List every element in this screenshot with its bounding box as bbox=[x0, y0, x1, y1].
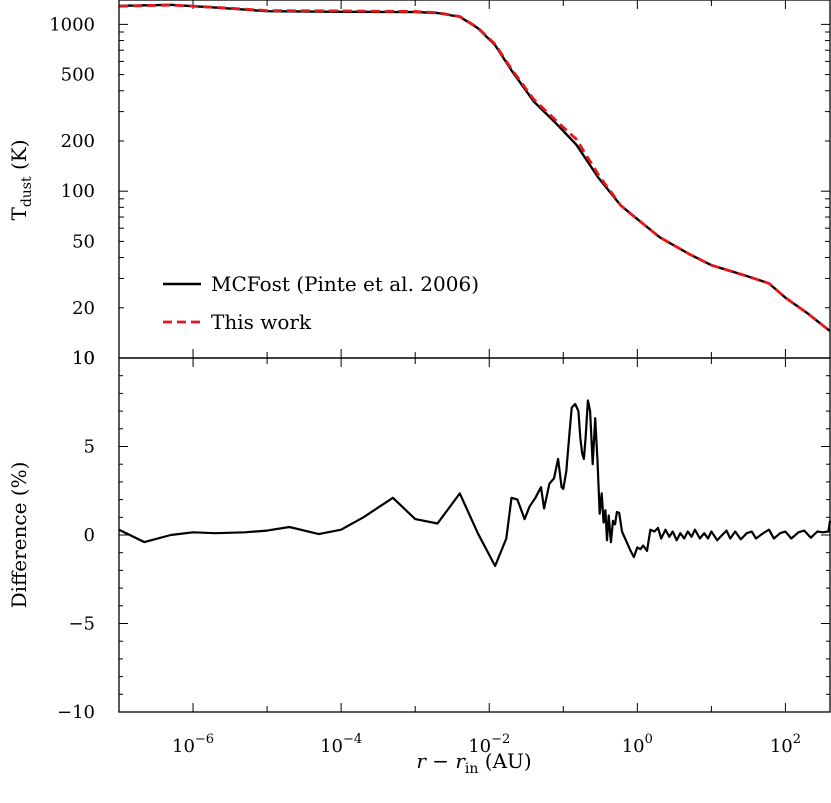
bottom-y-tick-label: 10 bbox=[72, 348, 95, 369]
top-y-tick-label: 100 bbox=[61, 181, 95, 202]
bottom-y-axis-title: Difference (%) bbox=[7, 462, 31, 609]
x-tick-label: 100 bbox=[622, 732, 653, 757]
x-axis-title-main: r − r bbox=[416, 749, 466, 773]
x-tick-label-base: 10 bbox=[622, 736, 645, 757]
top-y-tick-label: 50 bbox=[72, 231, 95, 252]
legend-label-this-work: This work bbox=[211, 310, 312, 334]
top-y-tick-label: 1000 bbox=[49, 14, 95, 35]
top-ticks bbox=[118, 0, 830, 359]
x-tick-label-exponent: −4 bbox=[343, 732, 362, 747]
bottom-y-tick-label: 5 bbox=[84, 437, 95, 458]
x-tick-label-exponent: −2 bbox=[491, 732, 510, 747]
bottom-plot-frame bbox=[118, 357, 831, 713]
x-axis-title-unit: (AU) bbox=[478, 749, 531, 773]
x-tick-label: 10−2 bbox=[468, 732, 510, 757]
top-panel: 1000 500 200 100 50 20 10 Tdust (K) MCFost (Pi… bbox=[7, 0, 831, 369]
bottom-y-tick-label: −10 bbox=[57, 702, 95, 723]
x-tick-label-base: 10 bbox=[172, 736, 195, 757]
bottom-y-tick-label: 0 bbox=[84, 525, 95, 546]
bottom-y-tick-labels: 10 5 0 −5 −10 bbox=[57, 348, 95, 723]
top-y-axis-title: Tdust (K) bbox=[7, 139, 35, 220]
x-tick-label-exponent: 0 bbox=[645, 732, 653, 747]
top-y-axis-title-unit: (K) bbox=[7, 139, 31, 176]
x-tick-labels: 10−6 10−4 10−2 100 102 bbox=[172, 732, 801, 757]
x-tick-label-base: 10 bbox=[770, 736, 793, 757]
top-y-tick-label: 200 bbox=[61, 131, 95, 152]
x-axis-title: r − rin (AU) bbox=[416, 749, 531, 777]
series-this-work-line bbox=[118, 3, 831, 333]
legend-label-mcfost: MCFost (Pinte et al. 2006) bbox=[211, 272, 479, 296]
x-tick-label-exponent: 2 bbox=[793, 732, 801, 747]
top-y-tick-label: 20 bbox=[72, 298, 95, 319]
top-y-tick-label: 500 bbox=[61, 65, 95, 86]
series-difference-line bbox=[118, 399, 831, 568]
top-y-tick-label: 10 bbox=[72, 348, 95, 369]
x-tick-label-base: 10 bbox=[468, 736, 491, 757]
x-axis-title-subscript: in bbox=[465, 761, 479, 777]
x-tick-label-base: 10 bbox=[320, 736, 343, 757]
x-tick-label: 10−4 bbox=[320, 732, 362, 757]
top-y-axis-title-main: T bbox=[7, 207, 31, 221]
x-tick-label-exponent: −6 bbox=[195, 732, 214, 747]
top-series bbox=[118, 3, 831, 333]
top-y-tick-labels: 1000 500 200 100 50 20 10 bbox=[49, 14, 95, 369]
series-mcfost-line bbox=[118, 3, 831, 333]
bottom-y-tick-label: −5 bbox=[68, 614, 95, 635]
legend: MCFost (Pinte et al. 2006) This work bbox=[163, 272, 479, 334]
bottom-series bbox=[118, 399, 831, 568]
top-y-axis-title-subscript: dust bbox=[19, 176, 35, 207]
x-tick-label: 10−6 bbox=[172, 732, 214, 757]
x-tick-label: 102 bbox=[770, 732, 801, 757]
